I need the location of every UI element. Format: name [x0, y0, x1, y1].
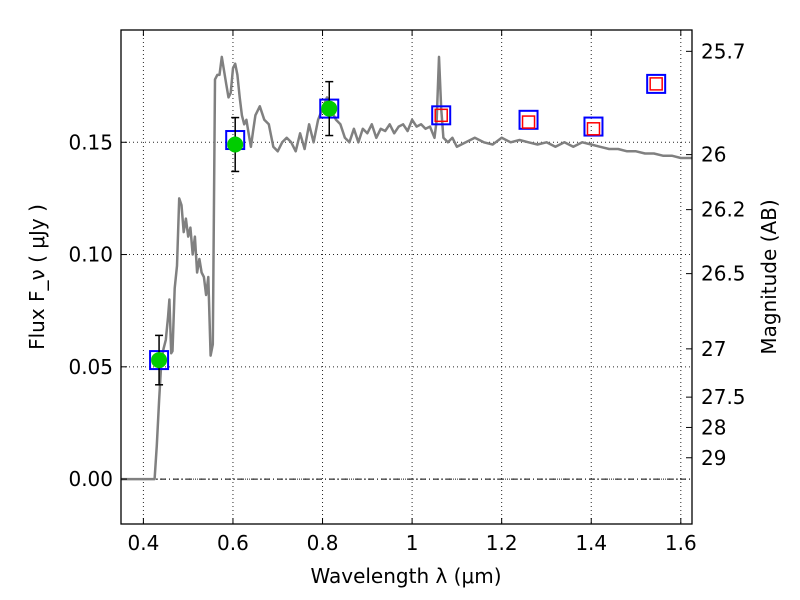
right-axis-label: Magnitude (AB) [757, 199, 781, 354]
observed-point [227, 136, 244, 153]
x-tick-label: 1 [406, 531, 419, 555]
plot-frame [120, 29, 693, 525]
y-tick-label: 0.00 [68, 467, 113, 491]
right-tick-label: 27.5 [701, 385, 746, 409]
right-tick-label: 25.7 [701, 39, 746, 63]
y-axis-label: Flux F_ν ( μJy ) [25, 204, 49, 350]
model-photometry-box [431, 105, 452, 126]
right-tick-label: 28 [701, 415, 726, 439]
observed-point [151, 352, 168, 369]
x-axis-label: Wavelength λ (μm) [310, 564, 501, 588]
right-tick-label: 27 [701, 337, 726, 361]
x-tick-label: 0.6 [217, 531, 249, 555]
y-tick-label: 0.15 [68, 130, 113, 154]
x-tick-label: 0.8 [307, 531, 339, 555]
upper-limit-box [586, 122, 601, 136]
right-tick-label: 29 [701, 446, 726, 470]
plot-area [121, 30, 692, 524]
right-axis-ticks: 25.7 26 26.2 26.5 27 27.5 28 29 [686, 39, 746, 470]
x-axis-ticks: 0.4 0.6 0.8 1 1.2 1.4 1.6 [127, 30, 697, 555]
upper-limit-box [434, 108, 448, 123]
upper-limit-box [649, 77, 663, 91]
upper-limit-box [521, 115, 536, 129]
right-tick-label: 26.2 [701, 198, 746, 222]
y-axis-label-text: Flux F_ν ( μJy ) [25, 204, 49, 350]
right-tick-label: 26.5 [701, 262, 746, 286]
model-photometry-box [518, 109, 539, 130]
x-tick-label: 1.6 [665, 531, 697, 555]
x-tick-label: 0.4 [127, 531, 159, 555]
data-marks [149, 73, 667, 386]
right-tick-label: 26 [701, 143, 726, 167]
model-photometry-box [583, 116, 604, 137]
x-tick-label: 1.2 [486, 531, 518, 555]
y-axis-ticks: 0.00 0.05 0.10 0.15 [68, 130, 127, 491]
model-photometry-box [646, 73, 667, 94]
y-tick-label: 0.10 [68, 243, 113, 267]
model-spectrum-line [121, 55, 692, 481]
y-tick-label: 0.05 [68, 355, 113, 379]
observed-point [321, 100, 338, 117]
x-tick-label: 1.4 [575, 531, 607, 555]
